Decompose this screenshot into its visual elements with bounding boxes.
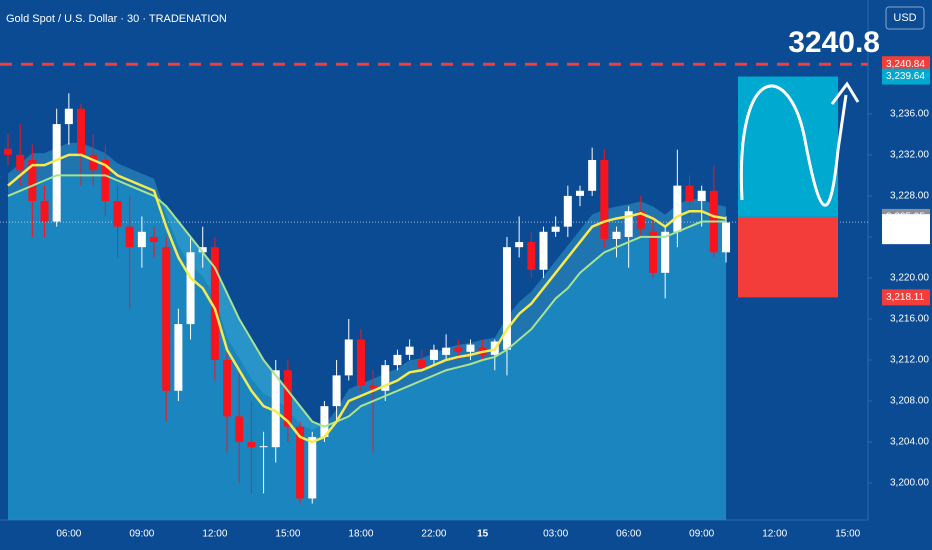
y-tick-label: 3,228.00 xyxy=(890,191,929,202)
candle-body xyxy=(28,160,37,202)
candle-body xyxy=(113,201,122,227)
candle-body xyxy=(210,247,219,360)
x-tick-label: 06:00 xyxy=(616,529,641,540)
candle-body xyxy=(16,154,25,171)
plot xyxy=(0,62,868,520)
candle-body xyxy=(697,190,706,202)
candle-body xyxy=(356,339,365,386)
price-label: 3,218.11 xyxy=(886,292,925,303)
chart-title: Gold Spot / U.S. Dollar · 30 · TRADENATI… xyxy=(6,13,227,25)
candle-body xyxy=(162,247,171,391)
candle-body xyxy=(636,211,645,229)
candle-body xyxy=(612,231,621,239)
candle-body xyxy=(551,226,560,232)
candle-body xyxy=(381,365,390,391)
candle-body xyxy=(624,211,633,237)
candle-body xyxy=(588,160,597,191)
candle-body xyxy=(393,354,402,366)
candle-body xyxy=(344,339,353,376)
candle-body xyxy=(150,236,159,243)
y-tick-label: 3,212.00 xyxy=(890,355,929,366)
x-tick-label: 06:00 xyxy=(56,529,81,540)
candle-body xyxy=(563,195,572,227)
arrow-curve xyxy=(739,84,848,207)
candle-body xyxy=(454,347,463,352)
price-label: 3,240.84 xyxy=(886,59,925,70)
x-tick-label: 12:00 xyxy=(202,529,227,540)
candle-body xyxy=(296,426,305,499)
x-tick-label: 22:00 xyxy=(421,529,446,540)
candle-body xyxy=(539,231,548,270)
candle-body xyxy=(332,375,341,407)
x-tick-label: 09:00 xyxy=(689,529,714,540)
candle-body xyxy=(101,160,110,202)
candle-body xyxy=(137,231,146,248)
candle-body xyxy=(89,154,98,171)
candle-body xyxy=(405,346,414,355)
candle-body xyxy=(77,108,86,155)
candle-body xyxy=(369,385,378,389)
cloud-band xyxy=(8,142,727,431)
currency-box[interactable] xyxy=(885,6,925,30)
candle-body xyxy=(320,406,329,437)
price-label-bg xyxy=(882,56,930,73)
x-tick-label: 09:00 xyxy=(129,529,154,540)
candle-body xyxy=(527,242,536,270)
candle-body xyxy=(235,416,244,443)
countdown: 13:45 xyxy=(886,231,911,242)
candle-body xyxy=(600,160,609,239)
arrow-head xyxy=(830,81,860,105)
x-tick-label: 18:00 xyxy=(348,529,373,540)
candle-body xyxy=(575,190,584,196)
candle-body xyxy=(417,360,426,369)
candle-body xyxy=(515,242,524,248)
candle-body xyxy=(223,360,232,417)
candle-body xyxy=(673,185,682,232)
candle-body xyxy=(40,201,49,222)
price-label: 3,239.64 xyxy=(886,71,925,82)
candle-body xyxy=(52,124,61,222)
y-tick-label: 3,216.00 xyxy=(890,314,929,325)
x-tick-label: 15:00 xyxy=(275,529,300,540)
price-label-bg xyxy=(882,214,930,245)
x-tick-label: 15:00 xyxy=(835,529,860,540)
candle-body xyxy=(722,222,731,253)
stop-zone xyxy=(738,216,838,298)
x-tick-label: 03:00 xyxy=(543,529,568,540)
price-label: 3,225.44 xyxy=(886,217,925,228)
candle-body xyxy=(4,148,12,155)
target-text: 3240.8 xyxy=(788,26,880,59)
y-tick-label: 3,232.00 xyxy=(890,150,929,161)
candle-body xyxy=(186,252,195,325)
price-label-bg xyxy=(882,68,930,85)
x-tick-label: 15 xyxy=(477,529,489,540)
candle-body xyxy=(442,347,451,355)
candle-body xyxy=(247,442,256,448)
candle-body xyxy=(308,436,317,499)
candle-body xyxy=(125,226,134,248)
candle-body xyxy=(64,108,73,125)
price-label-bg xyxy=(882,289,930,306)
candle-body xyxy=(649,231,658,273)
candle-body xyxy=(198,247,207,253)
currency: USD xyxy=(893,12,916,24)
y-tick-label: 3,220.00 xyxy=(890,273,929,284)
candle-body xyxy=(429,349,438,360)
candle-body xyxy=(685,185,694,202)
candle-body xyxy=(661,231,670,273)
ma-line xyxy=(7,153,727,444)
candle-body xyxy=(174,324,183,391)
y-tick-label: 3,208.00 xyxy=(890,396,929,407)
y-tick-label: 3,200.00 xyxy=(890,478,929,489)
candle-body xyxy=(502,247,511,350)
candle-body xyxy=(259,446,268,448)
x-tick-label: 12:00 xyxy=(762,529,787,540)
candle-body xyxy=(283,370,292,427)
ma-line xyxy=(7,174,727,428)
candle-body xyxy=(466,344,475,352)
y-tick-label: 3,204.00 xyxy=(890,437,929,448)
y-tick-label: 3,236.00 xyxy=(890,108,929,119)
candle-body xyxy=(271,370,280,448)
